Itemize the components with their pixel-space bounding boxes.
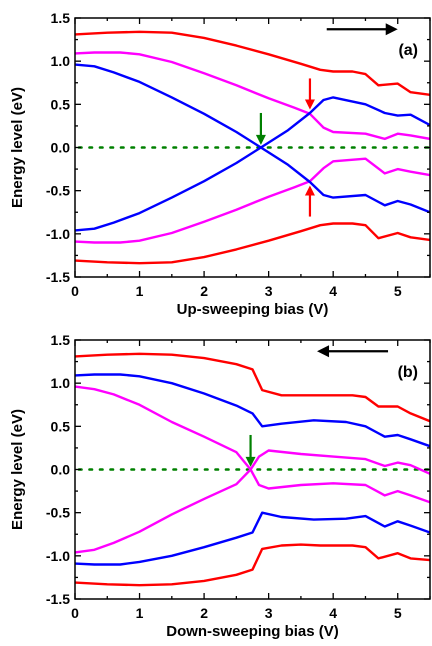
panel-b-series-line-6	[75, 468, 430, 554]
panel-a-y-tick-label: 0.0	[51, 140, 71, 156]
panel-a-y-tick-label: -0.5	[46, 183, 70, 199]
panel-b-series-line-4	[75, 511, 430, 566]
panel-a-series-line-6	[75, 146, 430, 232]
panel-a-marker-arrow-head-1	[255, 134, 266, 145]
panel-b-x-tick-label: 0	[71, 605, 79, 621]
panel-a-series-line-1	[75, 30, 430, 96]
panel-a-x-tick-label: 3	[265, 283, 273, 299]
panel-b-sweep-arrow-head	[317, 345, 330, 358]
panel-a-sweep-arrow-head	[385, 23, 398, 36]
panel-b-x-axis-title: Down-sweeping bias (V)	[166, 623, 339, 640]
panel-b-series-line-2	[75, 543, 430, 587]
panel-b-marker-arrow-head-1	[245, 456, 256, 467]
panel-b-y-tick-label: 1.0	[51, 375, 71, 391]
panel-a-series-line-4	[75, 157, 430, 244]
panel-a-y-tick-label: 1.5	[51, 10, 71, 26]
panel-b-y-tick-label: 0.0	[51, 462, 71, 478]
panel-a-marker-arrow-head-2	[304, 99, 315, 110]
panel-a-series-line-3	[75, 51, 430, 141]
panel-a-y-tick-label: 1.0	[51, 53, 71, 69]
panel-a-y-axis-title: Energy level (eV)	[9, 87, 26, 208]
panel-b-y-tick-label: 1.5	[51, 332, 71, 348]
panel-a-series-line-2	[75, 222, 430, 265]
panel-a-y-tick-label: -1.0	[46, 226, 70, 242]
panel-b-y-tick-label: 0.5	[51, 418, 71, 434]
panel-b-x-tick-label: 3	[265, 605, 273, 621]
panel-b-x-tick-label: 1	[136, 605, 144, 621]
panel-b-series-line-1	[75, 352, 430, 423]
panel-b-x-tick-label: 4	[329, 605, 337, 621]
panel-a-x-axis-title: Up-sweeping bias (V)	[177, 301, 329, 318]
panel-a-x-tick-label: 0	[71, 283, 79, 299]
panel-b-y-tick-label: -1.0	[46, 548, 70, 564]
panel-a-y-tick-label: -1.5	[46, 269, 70, 285]
panel-a-x-tick-label: 2	[200, 283, 208, 299]
panel-a-series-line-5	[75, 63, 430, 149]
panel-a: 0 1 2 3 4 5 -1.5 -1.0 -0.5 0.0 0.5 1.0 1.5 Up-sweepin…	[9, 10, 431, 318]
panel-b-label: (b)	[398, 364, 418, 381]
panel-b-y-tick-label: -0.5	[46, 505, 70, 521]
panel-b-series-line-5	[75, 385, 430, 475]
panel-b: 0 1 2 3 4 5 -1.5 -1.0 -0.5 0.0 0.5 1.0 1.5 Down-sweep…	[9, 332, 431, 640]
panel-b-y-tick-label: -1.5	[46, 591, 70, 607]
panel-b-y-axis-title: Energy level (eV)	[9, 409, 26, 530]
panel-b-series-line-3	[75, 373, 430, 448]
panel-b-x-tick-label: 5	[394, 605, 402, 621]
panel-a-label: (a)	[398, 42, 418, 59]
panel-a-y-tick-label: 0.5	[51, 96, 71, 112]
panel-a-x-tick-label: 5	[394, 283, 402, 299]
panel-b-x-tick-label: 2	[200, 605, 208, 621]
panel-a-x-tick-label: 4	[329, 283, 337, 299]
panel-a-marker-arrow-head-3	[304, 185, 315, 196]
panel-a-x-tick-label: 1	[136, 283, 144, 299]
